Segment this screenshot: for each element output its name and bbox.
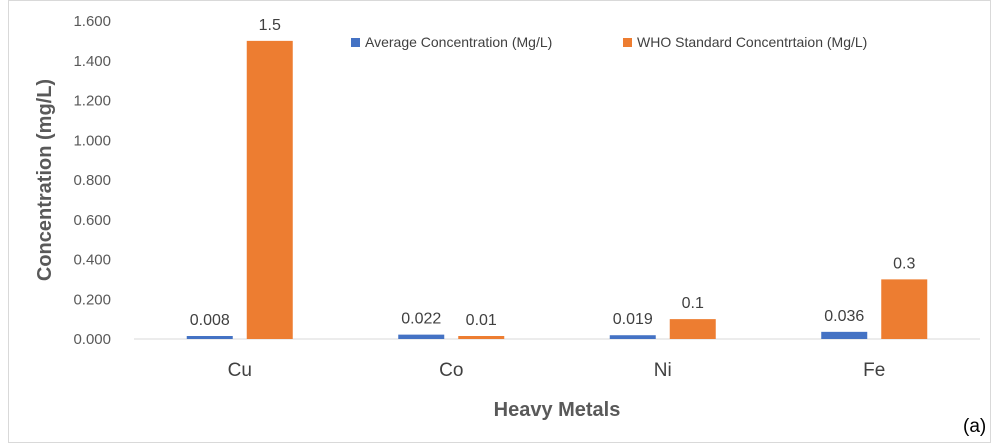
data-label: 0.022 bbox=[401, 311, 441, 328]
legend-label-who: WHO Standard Concentrtaion (Mg/L) bbox=[637, 34, 867, 50]
x-axis-categories: Cu Co Ni Fe bbox=[228, 360, 886, 381]
y-axis-ticks: 0.000 0.200 0.400 0.600 0.800 1.000 1.200 1.400… bbox=[73, 13, 111, 348]
y-tick-label: 1.000 bbox=[73, 132, 111, 149]
y-tick-label: 1.600 bbox=[73, 13, 111, 30]
data-label: 0.1 bbox=[682, 295, 704, 312]
chart-frame bbox=[8, 0, 991, 443]
y-tick-label: 0.400 bbox=[73, 252, 111, 269]
bar-ni-series-1 bbox=[609, 335, 656, 339]
legend-swatch-who bbox=[623, 38, 632, 47]
legend-swatch-average bbox=[351, 38, 360, 47]
legend-label-average: Average Concentration (Mg/L) bbox=[365, 34, 552, 50]
y-tick-label: 1.400 bbox=[73, 53, 111, 70]
bar-ni-series-2 bbox=[669, 319, 716, 339]
y-tick-label: 1.200 bbox=[73, 93, 111, 110]
y-tick-label: 0.000 bbox=[73, 331, 111, 348]
y-tick-label: 0.200 bbox=[73, 291, 111, 308]
legend: Average Concentration (Mg/L) WHO Standar… bbox=[351, 34, 867, 50]
x-category-label: Cu bbox=[228, 360, 252, 381]
y-tick-label: 0.800 bbox=[73, 172, 111, 189]
data-label: 0.036 bbox=[824, 308, 864, 325]
bar-co-series-1 bbox=[398, 334, 445, 339]
bars bbox=[186, 40, 928, 339]
data-label: 0.008 bbox=[190, 312, 230, 329]
bar-fe-series-2 bbox=[881, 279, 928, 339]
panel-label: (a) bbox=[963, 416, 986, 437]
data-label: 0.019 bbox=[613, 311, 653, 328]
bar-fe-series-1 bbox=[821, 331, 868, 339]
y-axis-title: Concentration (mg/L) bbox=[34, 79, 56, 281]
x-category-label: Co bbox=[439, 360, 463, 381]
x-category-label: Fe bbox=[863, 360, 885, 381]
y-tick-label: 0.600 bbox=[73, 212, 111, 229]
bar-co-series-2 bbox=[458, 336, 505, 339]
bar-cu-series-2 bbox=[246, 40, 293, 339]
data-label: 0.3 bbox=[893, 255, 915, 272]
x-axis-title: Heavy Metals bbox=[494, 399, 621, 421]
data-label: 0.01 bbox=[466, 312, 497, 329]
data-label: 1.5 bbox=[259, 17, 281, 34]
data-labels: 0.008 1.5 0.022 0.01 0.019 0.1 0.036 0.3 bbox=[190, 17, 916, 329]
x-category-label: Ni bbox=[654, 360, 672, 381]
bar-cu-series-1 bbox=[186, 336, 233, 339]
